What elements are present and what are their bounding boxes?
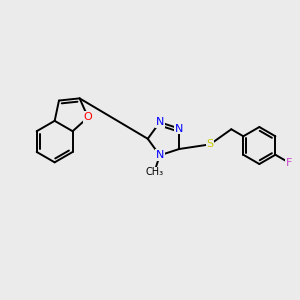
Text: N: N — [175, 124, 183, 134]
Text: F: F — [286, 158, 292, 168]
Text: CH₃: CH₃ — [145, 167, 163, 177]
Text: N: N — [156, 117, 164, 127]
Text: S: S — [206, 140, 214, 149]
Text: N: N — [156, 150, 164, 160]
Text: O: O — [84, 112, 92, 122]
